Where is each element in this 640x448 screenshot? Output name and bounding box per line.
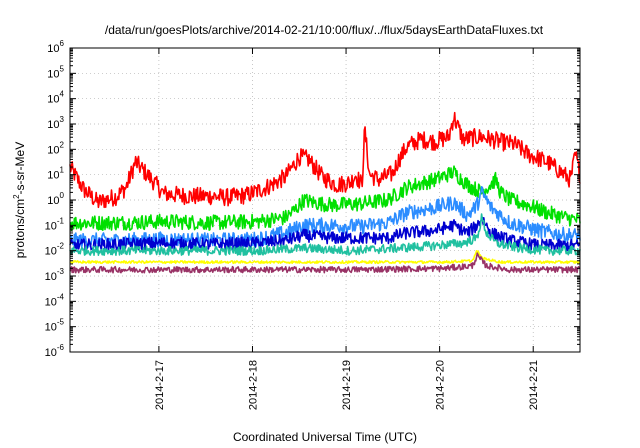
y-axis-label-main: protons/cm <box>13 199 27 258</box>
series-line-3 <box>69 216 581 253</box>
y-tick-label: 10-4 <box>45 292 65 308</box>
y-tick-base: 10 <box>47 195 59 207</box>
y-tick-base: 10 <box>47 43 59 55</box>
y-tick-label: 10-6 <box>45 343 65 359</box>
series-line-5 <box>69 250 581 265</box>
y-tick-exponent: -3 <box>57 267 65 276</box>
y-tick-base: 10 <box>45 347 57 359</box>
series-line-4 <box>69 213 581 256</box>
series-layer <box>69 111 581 274</box>
series-line-6 <box>69 252 581 274</box>
y-tick-base: 10 <box>47 94 59 106</box>
y-tick-label: 105 <box>47 64 64 80</box>
y-tick-label: 100 <box>47 191 64 207</box>
y-tick-exponent: 1 <box>60 166 65 175</box>
y-tick-base: 10 <box>47 119 59 131</box>
grid <box>70 48 580 352</box>
y-tick-base: 10 <box>47 144 59 156</box>
series-line-1 <box>69 165 581 231</box>
y-axis-label-tail: -s-sr-MeV <box>13 142 27 195</box>
y-tick-label: 106 <box>47 39 64 55</box>
series-line-0 <box>69 111 581 209</box>
y-tick-label: 10-1 <box>45 216 65 232</box>
chart-title: /data/run/goesPlots/archive/2014-02-21/1… <box>105 23 544 37</box>
y-tick-exponent: -4 <box>57 292 65 301</box>
x-tick-labels: 2014-2-17 2014-2-18 2014-2-19 2014-2-20 2014… <box>154 360 540 410</box>
y-axis-label-sup: 2 <box>12 194 21 199</box>
x-tick-label: 2014-2-20 <box>435 360 447 410</box>
x-axis-label: Coordinated Universal Time (UTC) <box>233 430 417 444</box>
y-tick-exponent: -6 <box>57 343 65 352</box>
y-tick-exponent: 2 <box>60 140 65 149</box>
ticks <box>70 47 580 353</box>
y-tick-exponent: 5 <box>60 64 65 73</box>
y-tick-exponent: 3 <box>60 115 65 124</box>
y-tick-label: 10-2 <box>45 242 65 258</box>
y-tick-label: 101 <box>47 166 64 182</box>
y-tick-base: 10 <box>45 322 57 334</box>
x-tick-label: 2014-2-18 <box>247 360 259 410</box>
x-tick-label: 2014-2-19 <box>341 360 353 410</box>
y-tick-label: 10-5 <box>45 318 65 334</box>
y-tick-labels: 10-610-510-410-310-210-11001011021031041… <box>45 39 65 359</box>
y-tick-exponent: 4 <box>60 90 65 99</box>
y-tick-base: 10 <box>47 170 59 182</box>
y-tick-base: 10 <box>47 68 59 80</box>
y-tick-exponent: -2 <box>57 242 65 251</box>
y-tick-base: 10 <box>45 220 57 232</box>
y-tick-label: 103 <box>47 115 64 131</box>
y-tick-exponent: 6 <box>60 39 65 48</box>
y-tick-base: 10 <box>45 271 57 283</box>
y-tick-exponent: 0 <box>60 191 65 200</box>
y-tick-exponent: -5 <box>57 318 65 327</box>
y-tick-label: 10-3 <box>45 267 65 283</box>
y-tick-label: 104 <box>47 90 64 106</box>
y-tick-base: 10 <box>45 246 57 258</box>
y-axis-label: protons/cm2-s-sr-MeV <box>12 142 27 258</box>
y-tick-label: 102 <box>47 140 64 156</box>
x-tick-label: 2014-2-17 <box>154 360 166 410</box>
y-tick-exponent: -1 <box>57 216 65 225</box>
y-tick-base: 10 <box>45 296 57 308</box>
x-tick-label: 2014-2-21 <box>528 360 540 410</box>
